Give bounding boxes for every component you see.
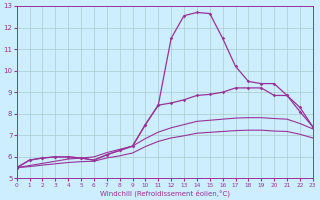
X-axis label: Windchill (Refroidissement éolien,°C): Windchill (Refroidissement éolien,°C)	[100, 189, 230, 197]
